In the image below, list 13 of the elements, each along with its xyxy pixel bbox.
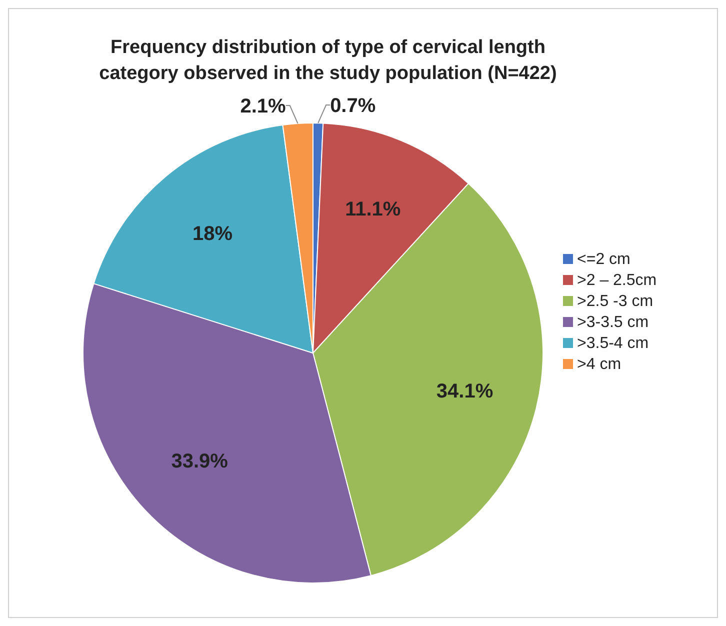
data-label: 2.1% xyxy=(240,96,286,118)
legend-label: >4 cm xyxy=(577,356,622,373)
data-label: 18% xyxy=(192,223,233,246)
data-label: 11.1% xyxy=(345,198,401,221)
legend-label: >2 – 2.5cm xyxy=(577,272,657,289)
data-label: 34.1% xyxy=(436,380,494,403)
legend-label: >3.5-4 cm xyxy=(577,335,649,352)
legend-label: >3-3.5 cm xyxy=(577,314,649,331)
data-label: 0.7% xyxy=(330,95,376,118)
legend-label: <=2 cm xyxy=(577,251,630,268)
legend-label: >2.5 -3 cm xyxy=(577,293,654,310)
chart-title: Frequency distribution of type of cervical length category observed in the study population (N=422) xyxy=(99,37,557,84)
data-label: 33.9% xyxy=(171,450,228,473)
